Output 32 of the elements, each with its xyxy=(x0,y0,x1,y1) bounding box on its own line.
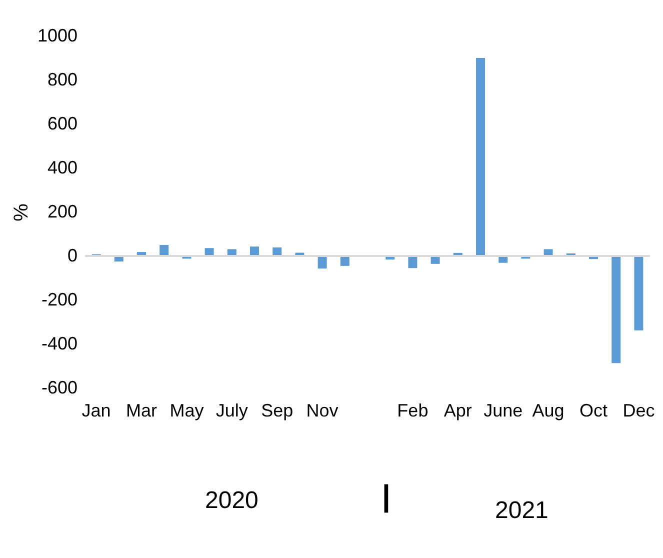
text: | xyxy=(382,480,390,514)
bar xyxy=(318,256,327,269)
x-tick-label: Nov xyxy=(306,400,338,420)
y-tick-label: 400 xyxy=(47,158,78,178)
y-tick-label: -400 xyxy=(41,334,78,354)
x-tick-label: Apr xyxy=(444,400,472,420)
bar xyxy=(160,245,169,256)
y-tick-label: 600 xyxy=(47,114,78,134)
x-tick-label: Sep xyxy=(261,400,294,420)
y-axis-title: % xyxy=(10,203,32,222)
x-tick-label: May xyxy=(170,400,204,420)
x-tick-label: Dec xyxy=(622,400,655,420)
x-tick-label: June xyxy=(484,400,523,420)
y-tick-label: 800 xyxy=(47,70,78,90)
x-tick-label: Mar xyxy=(126,400,158,420)
bar xyxy=(634,256,644,330)
x-tick-label: Feb xyxy=(397,400,428,420)
x-tick-label: July xyxy=(216,400,248,420)
y-tick-label: -600 xyxy=(41,378,78,398)
text: 2020 xyxy=(205,487,258,515)
y-tick-label: 200 xyxy=(47,202,78,222)
bar xyxy=(476,58,485,256)
bar xyxy=(408,256,418,268)
bar xyxy=(340,256,350,266)
bar xyxy=(612,256,621,364)
y-tick-label: 0 xyxy=(67,246,78,266)
x-tick-label: Oct xyxy=(579,400,608,420)
y-tick-label: -200 xyxy=(41,290,78,310)
x-tick-label: Aug xyxy=(532,400,564,420)
y-tick-label: 1000 xyxy=(37,26,78,46)
text: 2021 xyxy=(495,497,548,525)
x-tick-label: Jan xyxy=(82,400,111,420)
